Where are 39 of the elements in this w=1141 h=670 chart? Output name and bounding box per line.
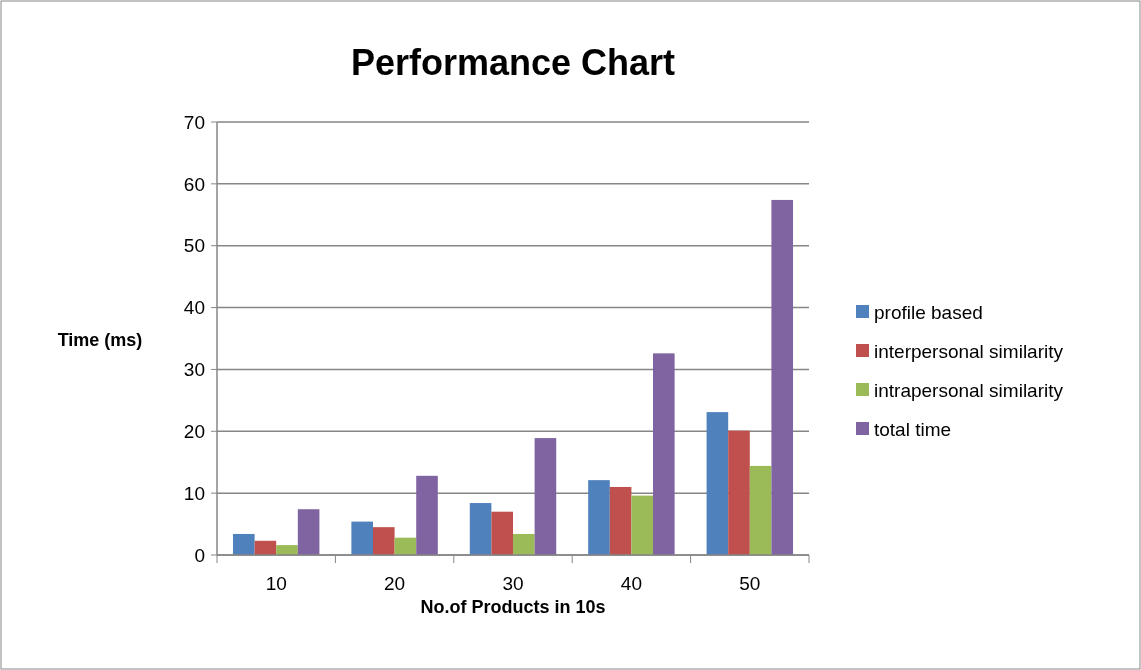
x-tick-label: 50 xyxy=(739,573,761,594)
y-tick-label: 20 xyxy=(183,420,205,442)
bar xyxy=(588,480,610,555)
bar xyxy=(351,521,373,555)
bar xyxy=(297,509,320,555)
bar xyxy=(706,412,729,555)
bar xyxy=(416,475,438,555)
y-tick-label: 70 xyxy=(183,111,205,133)
bar xyxy=(771,199,794,555)
x-tick-label: 20 xyxy=(384,573,406,594)
bar xyxy=(491,511,513,555)
x-tick-label: 30 xyxy=(502,573,524,594)
bar xyxy=(513,533,535,555)
y-tick-label: 0 xyxy=(194,544,205,566)
bar xyxy=(749,465,772,555)
bar xyxy=(534,438,557,555)
bar xyxy=(276,545,298,555)
x-tick-label: 10 xyxy=(265,573,287,594)
y-axis-title: Time (ms) xyxy=(57,330,143,350)
bar xyxy=(469,503,492,555)
y-tick-label: 60 xyxy=(183,173,205,195)
y-tick-label: 30 xyxy=(183,359,205,381)
y-tick-label: 40 xyxy=(183,297,205,319)
x-tick-label: 40 xyxy=(620,573,642,594)
legend-label: intrapersonal similarity xyxy=(874,379,1064,401)
bar xyxy=(653,353,675,555)
bar xyxy=(631,495,654,555)
legend-label: interpersonal similarity xyxy=(874,340,1064,362)
bar xyxy=(232,533,255,555)
legend-label: profile based xyxy=(874,301,983,323)
bar xyxy=(728,430,750,555)
chart-title: Performance Chart xyxy=(350,42,676,83)
bar xyxy=(372,527,395,555)
y-tick-label: 50 xyxy=(183,235,205,257)
bar xyxy=(609,486,632,555)
y-tick-label: 10 xyxy=(183,482,205,504)
x-axis-title: No.of Products in 10s xyxy=(420,597,606,617)
bar xyxy=(394,537,417,555)
legend-label: total time xyxy=(874,418,952,440)
